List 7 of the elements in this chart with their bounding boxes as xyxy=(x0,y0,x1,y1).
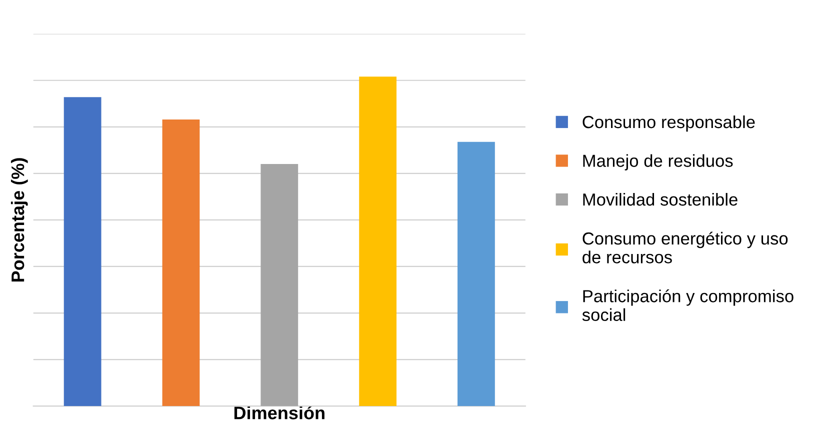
legend-label: Movilidad sostenible xyxy=(583,192,738,206)
legend-label: Manejo de residuos xyxy=(583,154,733,170)
x-axis-title: Dimensión xyxy=(234,406,324,420)
y-axis-title: Porcentaje (%) xyxy=(10,158,28,282)
legend-label: Consumo responsable xyxy=(582,115,755,132)
legend-label: Consumo energético y uso de recursos xyxy=(582,232,788,264)
legend-label: Participación y compromiso social xyxy=(582,289,794,322)
